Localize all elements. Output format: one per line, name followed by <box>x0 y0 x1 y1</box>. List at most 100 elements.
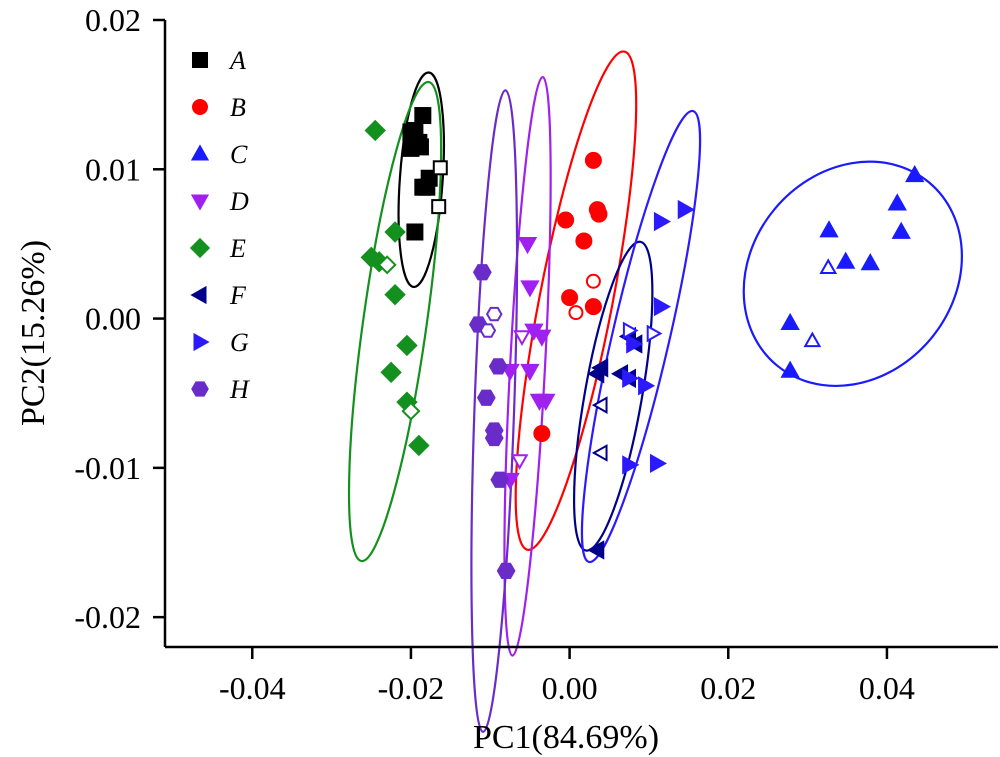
legend-marker-B <box>192 99 208 115</box>
point-E <box>380 361 402 384</box>
legend-label-H: H <box>229 375 250 404</box>
y-tick-label: 0.01 <box>85 151 141 187</box>
x-tick-label: 0.04 <box>859 670 915 706</box>
point-E <box>384 283 406 306</box>
point-G <box>638 376 656 396</box>
legend-label-C: C <box>230 140 248 169</box>
axes <box>163 20 998 649</box>
open-point-F <box>591 396 608 415</box>
point-H <box>496 562 516 579</box>
open-point-F <box>591 444 608 462</box>
open-point-C <box>819 258 838 275</box>
point-G <box>653 296 672 317</box>
point-A <box>406 223 424 241</box>
legend-marker-D <box>190 194 210 211</box>
open-point-H <box>485 306 503 322</box>
point-D <box>536 393 556 411</box>
point-D <box>532 329 552 347</box>
legend-marker-E <box>189 237 211 259</box>
point-G <box>622 368 640 388</box>
point-G <box>649 453 668 474</box>
point-A <box>414 107 432 125</box>
ellipse-layer <box>347 50 963 733</box>
ellipse-F <box>572 240 654 552</box>
x-tick-label: 0.02 <box>700 670 756 706</box>
ellipse-C <box>742 160 963 387</box>
point-C <box>887 193 907 211</box>
y-tick-label: 0.02 <box>85 2 141 38</box>
point-C <box>905 165 925 183</box>
x-tick-label: -0.04 <box>219 670 286 706</box>
point-C <box>860 253 880 271</box>
ellipse-A <box>397 71 445 289</box>
point-C <box>836 251 856 269</box>
legend-marker-C <box>190 144 210 161</box>
y-tick-label: 0.00 <box>85 301 141 337</box>
point-C <box>891 221 911 239</box>
legend-marker-H <box>191 381 209 397</box>
point-B <box>584 151 602 169</box>
point-H <box>490 471 510 488</box>
legend-label-D: D <box>229 187 249 216</box>
point-F <box>591 358 609 378</box>
open-point-G <box>646 324 663 343</box>
point-C <box>819 220 839 238</box>
legend-label-E: E <box>229 234 246 263</box>
x-axis-title: PC1(84.69%) <box>473 719 659 756</box>
legend-label-B: B <box>230 93 246 122</box>
open-point-D <box>513 330 531 346</box>
point-B <box>590 205 608 223</box>
point-A <box>418 178 436 196</box>
legend-marker-A <box>192 52 208 68</box>
ellipse-B <box>514 50 638 551</box>
point-F <box>587 540 605 560</box>
point-G <box>626 334 644 354</box>
open-point-A <box>432 160 448 176</box>
ellipse-G <box>580 109 702 564</box>
open-point-C <box>803 331 822 348</box>
point-H <box>476 389 496 406</box>
y-ticks: -0.02 -0.01 0.00 0.01 0.02 <box>74 2 165 635</box>
points-layer <box>360 107 925 579</box>
point-B <box>561 289 579 307</box>
point-H <box>472 264 492 281</box>
legend-label-A: A <box>228 46 246 75</box>
point-E <box>364 119 386 142</box>
y-axis-title: PC2(15.26%) <box>15 240 52 426</box>
point-C <box>780 312 800 330</box>
open-point-E <box>377 255 397 275</box>
legend-label-G: G <box>230 328 249 357</box>
legend-label-F: F <box>229 281 247 310</box>
point-E <box>384 221 406 243</box>
x-tick-label: 0.00 <box>542 670 598 706</box>
ellipse-E <box>347 80 443 563</box>
open-point-E <box>401 401 421 421</box>
point-C <box>780 360 800 378</box>
legend-marker-G <box>193 332 210 352</box>
point-H <box>484 429 504 447</box>
point-B <box>557 211 575 229</box>
x-ticks: -0.04 -0.02 0.00 0.02 0.04 <box>219 647 915 706</box>
point-E <box>408 434 430 457</box>
open-point-A <box>431 199 447 215</box>
point-B <box>584 298 602 316</box>
y-tick-label: -0.01 <box>74 450 141 486</box>
point-H <box>488 358 508 375</box>
point-E <box>396 334 418 357</box>
ellipse-H <box>470 89 519 733</box>
point-D <box>520 280 540 298</box>
open-point-D <box>510 454 529 470</box>
x-tick-label: -0.02 <box>378 670 445 706</box>
point-D <box>520 363 540 382</box>
open-point-G <box>622 321 639 340</box>
point-G <box>653 211 672 232</box>
legend-marker-F <box>190 285 207 305</box>
open-point-B <box>585 273 601 289</box>
point-B <box>575 232 593 250</box>
point-B <box>533 425 551 443</box>
point-A <box>402 139 420 157</box>
open-point-H <box>479 323 497 338</box>
open-point-B <box>568 305 584 321</box>
